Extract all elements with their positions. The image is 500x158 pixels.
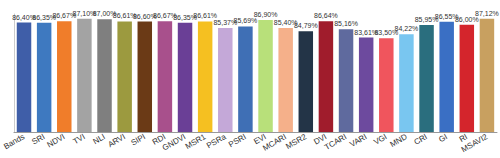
svg-text:84,79%: 84,79% (294, 22, 318, 29)
svg-text:Bands: Bands (2, 132, 26, 151)
svg-text:RI: RI (457, 132, 470, 144)
svg-text:MSAVI2: MSAVI2 (460, 132, 490, 154)
svg-text:MCARI: MCARI (261, 132, 288, 153)
svg-text:NLI: NLI (92, 132, 107, 146)
svg-text:86,35%: 86,35% (173, 13, 197, 21)
svg-text:TVI: TVI (71, 132, 86, 146)
svg-text:86,61%: 86,61% (193, 12, 217, 20)
svg-text:86,67%: 86,67% (153, 12, 177, 20)
svg-text:ARVI: ARVI (106, 132, 127, 149)
svg-text:86,64%: 86,64% (314, 12, 338, 19)
svg-text:87,12%: 87,12% (475, 10, 499, 17)
svg-text:86,55%: 86,55% (434, 12, 459, 20)
svg-text:GNDVI: GNDVI (160, 132, 188, 153)
svg-text:86,67%: 86,67% (52, 12, 77, 20)
svg-text:MND: MND (388, 132, 408, 149)
svg-text:PSRa: PSRa (205, 132, 228, 151)
svg-text:84,22%: 84,22% (395, 25, 419, 32)
svg-text:NDVI: NDVI (45, 132, 66, 149)
svg-text:DVI: DVI (312, 132, 329, 147)
svg-text:85,40%: 85,40% (273, 18, 298, 26)
svg-text:83,50%: 83,50% (374, 29, 399, 37)
svg-text:87,00%: 87,00% (92, 10, 117, 18)
svg-text:86,35%: 86,35% (32, 13, 56, 21)
svg-text:RDI: RDI (150, 132, 168, 147)
svg-text:MSR2: MSR2 (284, 132, 308, 151)
svg-text:SRI: SRI (30, 132, 46, 146)
svg-text:85,95%: 85,95% (414, 16, 439, 23)
svg-text:86,90%: 86,90% (254, 11, 278, 18)
svg-text:MSR1: MSR1 (184, 132, 208, 151)
svg-text:86,60%: 86,60% (132, 12, 157, 20)
svg-text:87,10%: 87,10% (72, 9, 97, 17)
svg-text:86,40%: 86,40% (12, 13, 36, 21)
svg-text:CRI: CRI (412, 132, 428, 147)
svg-text:TCARI: TCARI (323, 132, 348, 152)
svg-text:85,69%: 85,69% (234, 17, 258, 24)
svg-text:86,00%: 86,00% (455, 16, 479, 23)
svg-text:EVI: EVI (252, 132, 268, 147)
svg-text:VGI: VGI (372, 132, 388, 147)
svg-text:SIPI: SIPI (129, 132, 147, 147)
svg-text:PSRI: PSRI (227, 132, 248, 149)
svg-text:83,61%: 83,61% (354, 28, 378, 36)
svg-text:85,37%: 85,37% (213, 19, 238, 27)
svg-text:86,61%: 86,61% (112, 12, 137, 20)
svg-text:VARI: VARI (348, 132, 368, 149)
svg-text:GI: GI (437, 132, 449, 144)
svg-text:85,16%: 85,16% (334, 20, 358, 27)
